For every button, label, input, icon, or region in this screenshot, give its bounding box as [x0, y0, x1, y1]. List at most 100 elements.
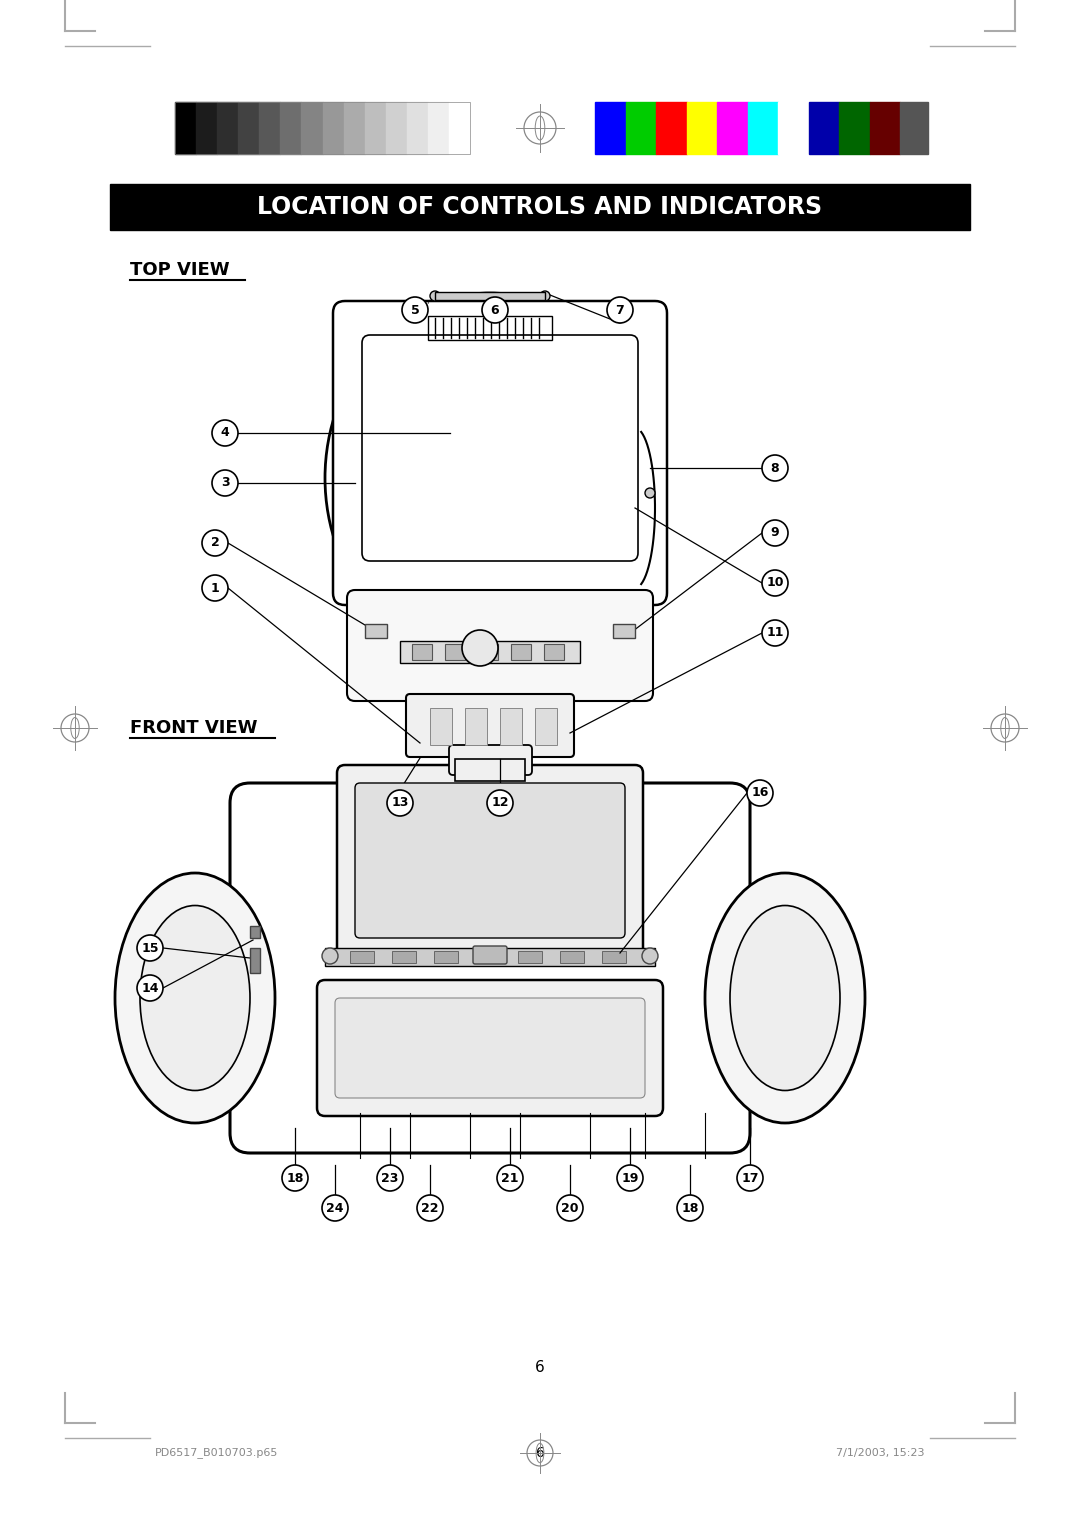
Bar — [407, 102, 428, 154]
Bar — [343, 102, 365, 154]
FancyBboxPatch shape — [335, 998, 645, 1099]
Text: 4: 4 — [220, 426, 229, 440]
Text: 18: 18 — [681, 1201, 699, 1215]
Circle shape — [677, 1195, 703, 1221]
Bar — [428, 102, 449, 154]
Bar — [325, 947, 654, 966]
Bar — [411, 643, 432, 660]
Bar — [239, 102, 259, 154]
Bar — [259, 102, 281, 154]
Circle shape — [482, 296, 508, 322]
Circle shape — [487, 790, 513, 816]
Bar — [455, 759, 525, 781]
Bar — [900, 102, 928, 154]
FancyBboxPatch shape — [355, 782, 625, 938]
Bar — [465, 707, 487, 746]
Bar — [365, 623, 387, 639]
Bar — [350, 950, 374, 963]
Text: TOP VIEW: TOP VIEW — [130, 261, 230, 280]
FancyBboxPatch shape — [449, 746, 532, 775]
Circle shape — [387, 790, 413, 816]
Bar — [365, 102, 386, 154]
Text: 14: 14 — [141, 981, 159, 995]
Text: 18: 18 — [286, 1172, 303, 1184]
Text: 7/1/2003, 15:23: 7/1/2003, 15:23 — [837, 1449, 924, 1458]
Ellipse shape — [325, 293, 654, 663]
Circle shape — [737, 1164, 762, 1190]
Bar — [535, 707, 557, 746]
Text: 16: 16 — [752, 787, 769, 799]
Circle shape — [282, 1164, 308, 1190]
Text: 9: 9 — [771, 527, 780, 539]
Bar — [449, 102, 470, 154]
Circle shape — [762, 455, 788, 481]
FancyBboxPatch shape — [230, 782, 750, 1154]
Bar — [500, 707, 522, 746]
Circle shape — [202, 530, 228, 556]
Text: LOCATION OF CONTROLS AND INDICATORS: LOCATION OF CONTROLS AND INDICATORS — [257, 196, 823, 219]
Bar — [281, 102, 301, 154]
Bar — [323, 102, 343, 154]
Bar — [435, 292, 545, 299]
Bar — [747, 102, 778, 154]
Bar — [249, 947, 260, 973]
Text: 1: 1 — [211, 582, 219, 594]
Bar — [625, 102, 656, 154]
Text: 11: 11 — [766, 626, 784, 640]
Text: 8: 8 — [771, 461, 780, 475]
Bar — [809, 102, 839, 154]
Circle shape — [462, 630, 498, 666]
FancyBboxPatch shape — [318, 979, 663, 1115]
Text: FRONT VIEW: FRONT VIEW — [130, 720, 257, 736]
Bar — [778, 102, 809, 154]
Bar — [476, 950, 500, 963]
FancyBboxPatch shape — [362, 335, 638, 561]
FancyBboxPatch shape — [337, 766, 643, 957]
Text: 17: 17 — [741, 1172, 759, 1184]
Bar — [428, 316, 552, 341]
FancyBboxPatch shape — [406, 694, 573, 756]
Text: 21: 21 — [501, 1172, 518, 1184]
Bar — [217, 102, 239, 154]
Bar — [386, 102, 407, 154]
Bar — [602, 950, 626, 963]
Text: PD6517_B010703.p65: PD6517_B010703.p65 — [156, 1447, 279, 1458]
Bar — [392, 950, 416, 963]
Text: 19: 19 — [621, 1172, 638, 1184]
Bar — [839, 102, 869, 154]
Bar — [110, 183, 970, 231]
Bar — [445, 643, 465, 660]
Text: 13: 13 — [391, 796, 408, 810]
Text: 15: 15 — [141, 941, 159, 955]
Bar — [197, 102, 217, 154]
Bar — [518, 950, 542, 963]
Text: 6: 6 — [490, 304, 499, 316]
Circle shape — [137, 975, 163, 1001]
Bar — [400, 642, 580, 663]
FancyBboxPatch shape — [347, 590, 653, 701]
Bar — [175, 102, 470, 154]
Circle shape — [762, 520, 788, 545]
Circle shape — [762, 620, 788, 646]
Text: 24: 24 — [326, 1201, 343, 1215]
Text: 6: 6 — [536, 1445, 544, 1459]
Circle shape — [747, 779, 773, 805]
Circle shape — [762, 570, 788, 596]
Bar — [249, 926, 260, 938]
Ellipse shape — [705, 872, 865, 1123]
Text: 5: 5 — [410, 304, 419, 316]
Bar — [478, 643, 498, 660]
Text: 7: 7 — [616, 304, 624, 316]
Text: 22: 22 — [421, 1201, 438, 1215]
Ellipse shape — [140, 906, 249, 1091]
Bar — [301, 102, 323, 154]
Text: 3: 3 — [220, 477, 229, 489]
Bar — [717, 102, 747, 154]
Bar — [175, 102, 197, 154]
Bar — [869, 102, 900, 154]
Bar — [687, 102, 717, 154]
Circle shape — [322, 947, 338, 964]
Circle shape — [212, 420, 238, 446]
Circle shape — [202, 575, 228, 601]
Text: 23: 23 — [381, 1172, 399, 1184]
